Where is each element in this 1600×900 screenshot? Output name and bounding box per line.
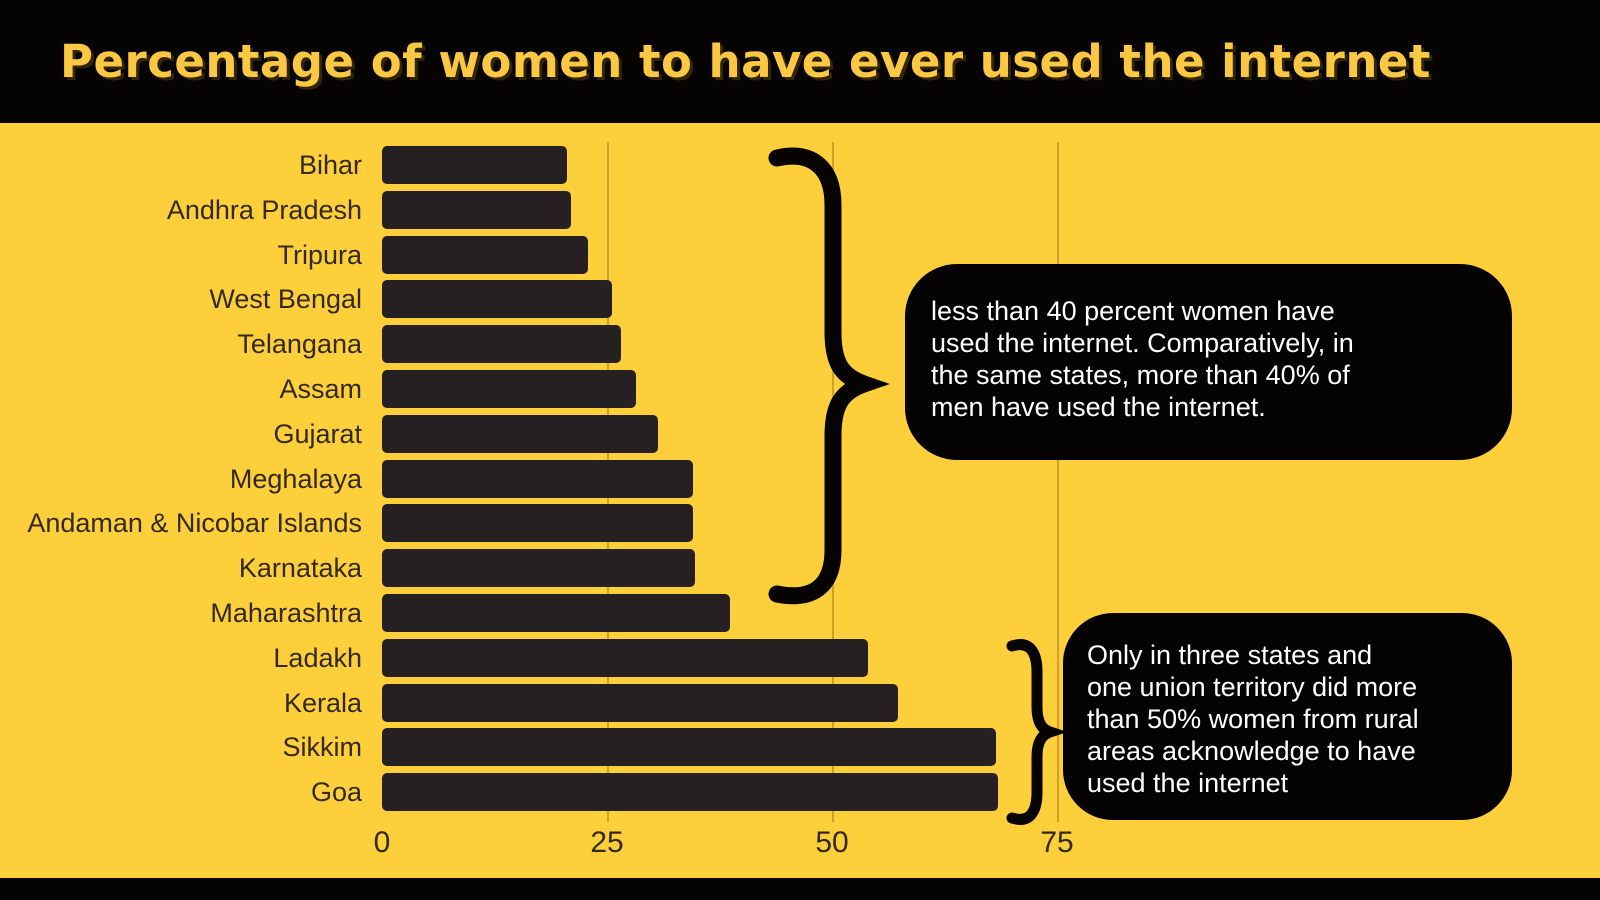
category-label: Telangana [237, 329, 362, 360]
bar-row: Meghalaya [0, 459, 998, 498]
annotation-over-50: Only in three states and one union terri… [1063, 613, 1512, 820]
bar-track [382, 146, 568, 184]
bar-track [382, 235, 589, 274]
bar-row: Telangana [0, 325, 998, 364]
bar-chart: Bihar Andhra Pradesh Tripura West Bengal Tel… [0, 146, 998, 818]
bar-row: Bihar [0, 146, 998, 184]
bar-track [382, 683, 898, 722]
category-label: Bihar [298, 150, 362, 180]
bar-row: Gujarat [0, 414, 998, 453]
category-label: Tripura [277, 239, 362, 270]
bar-track [382, 414, 659, 453]
bar [382, 414, 659, 453]
category-label: Maharashtra [210, 597, 362, 628]
x-tick-label: 75 [1040, 826, 1074, 859]
bar [382, 549, 696, 588]
bar [382, 459, 693, 498]
bar [382, 146, 568, 184]
category-label: Andaman & Nicobar Islands [27, 508, 362, 539]
bar [382, 683, 898, 722]
annotation-under-40: less than 40 percent women have used the… [905, 264, 1512, 460]
bar-row: Karnataka [0, 549, 998, 588]
bar-track [382, 190, 571, 229]
bar [382, 504, 694, 543]
category-label: Karnataka [238, 553, 362, 584]
bar [382, 235, 589, 274]
x-tick-label: 50 [815, 826, 849, 859]
bar-row: West Bengal [0, 280, 998, 319]
bar-track [382, 728, 996, 767]
x-tick-label: 0 [373, 826, 391, 859]
bar-row: Tripura [0, 235, 998, 274]
category-label: Andhra Pradesh [166, 194, 362, 225]
bar-row: Sikkim [0, 728, 998, 767]
bar-track [382, 549, 696, 588]
x-tick-label: 25 [590, 826, 624, 859]
bar-row: Maharashtra [0, 593, 998, 632]
bar-row: Goa [0, 773, 998, 812]
category-label: West Bengal [209, 284, 362, 315]
bar [382, 280, 612, 319]
bar-row: Andhra Pradesh [0, 190, 998, 229]
page-title: Percentage of women to have ever used th… [60, 35, 1431, 88]
curly-brace-small-icon [1006, 639, 1068, 825]
bar [382, 773, 998, 812]
bar-track [382, 773, 998, 812]
header-band: Percentage of women to have ever used th… [0, 0, 1600, 123]
bar [382, 369, 636, 408]
bar-row: Kerala [0, 683, 998, 722]
footer-band [0, 878, 1600, 900]
category-label: Goa [310, 777, 362, 808]
bar-track [382, 280, 612, 319]
category-label: Assam [279, 373, 362, 404]
bar-row: Assam [0, 369, 998, 408]
bar-track [382, 593, 731, 632]
category-label: Meghalaya [229, 463, 362, 494]
bar-row: Andaman & Nicobar Islands [0, 504, 998, 543]
bar-track [382, 504, 694, 543]
bar-row: Ladakh [0, 638, 998, 677]
category-label: Kerala [283, 687, 362, 718]
bar-track [382, 369, 636, 408]
category-label: Gujarat [273, 418, 362, 449]
category-label: Sikkim [282, 732, 363, 763]
bar [382, 728, 996, 767]
bar [382, 325, 621, 364]
bar-track [382, 459, 693, 498]
bar [382, 190, 571, 229]
bar-track [382, 325, 621, 364]
bar [382, 593, 731, 632]
gridline [1057, 142, 1059, 822]
bar-track [382, 638, 868, 677]
category-label: Ladakh [273, 642, 362, 673]
bar [382, 638, 868, 677]
